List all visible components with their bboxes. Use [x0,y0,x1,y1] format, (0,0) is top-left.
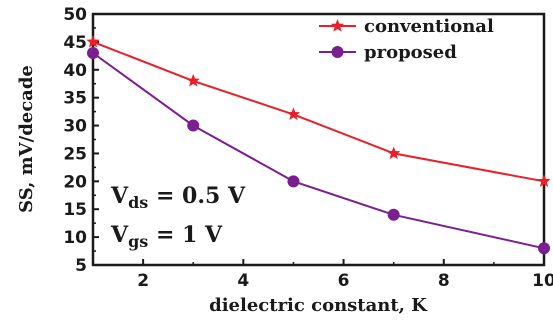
data-point-proposed [87,47,99,60]
y-tick-label: 40 [63,61,87,81]
y-tick-label: 20 [63,172,87,192]
data-point-proposed [287,175,300,188]
series-layer [86,34,551,255]
legend-marker-conventional [330,19,345,32]
annotation-vds: Vds = 0.5 V [110,183,246,212]
x-tick-label: 4 [237,271,249,291]
y-tick-label: 35 [63,89,87,109]
x-tick-label: 6 [338,271,350,291]
x-tick-label: 2 [137,271,149,291]
series-line-conventional [92,40,545,183]
data-point-conventional [186,73,200,87]
legend: conventional proposed [319,16,494,63]
data-point-conventional [286,107,301,121]
legend-marker-proposed [331,46,344,58]
y-tick-label: 45 [63,33,87,53]
legend-label-conventional: conventional [364,16,494,37]
x-tick-label: 8 [438,271,450,291]
y-tick-label: 15 [63,200,87,220]
annotation-vgs: Vgs = 1 V [110,222,223,251]
series-line-proposed [92,52,545,250]
x-axis-label: dielectric constant, K [209,295,428,316]
data-point-conventional [537,174,551,187]
y-axis: 5 10 15 20 25 30 35 40 45 50 [63,5,99,276]
y-tick-label: 10 [63,228,87,248]
x-tick-label: 10 [532,271,553,291]
data-point-conventional [387,146,401,160]
y-tick-label: 50 [63,5,87,25]
legend-label-proposed: proposed [364,42,457,63]
x-axis: 2 4 6 8 10 [92,259,553,291]
y-tick-label: 5 [75,256,87,276]
data-point-proposed [387,208,400,221]
y-axis-label: SS, mV/decade [16,65,37,213]
y-tick-label: 30 [63,117,87,137]
data-point-conventional [86,34,100,48]
y-tick-label: 25 [63,144,87,164]
data-point-proposed [538,242,550,255]
data-point-proposed [187,119,200,132]
